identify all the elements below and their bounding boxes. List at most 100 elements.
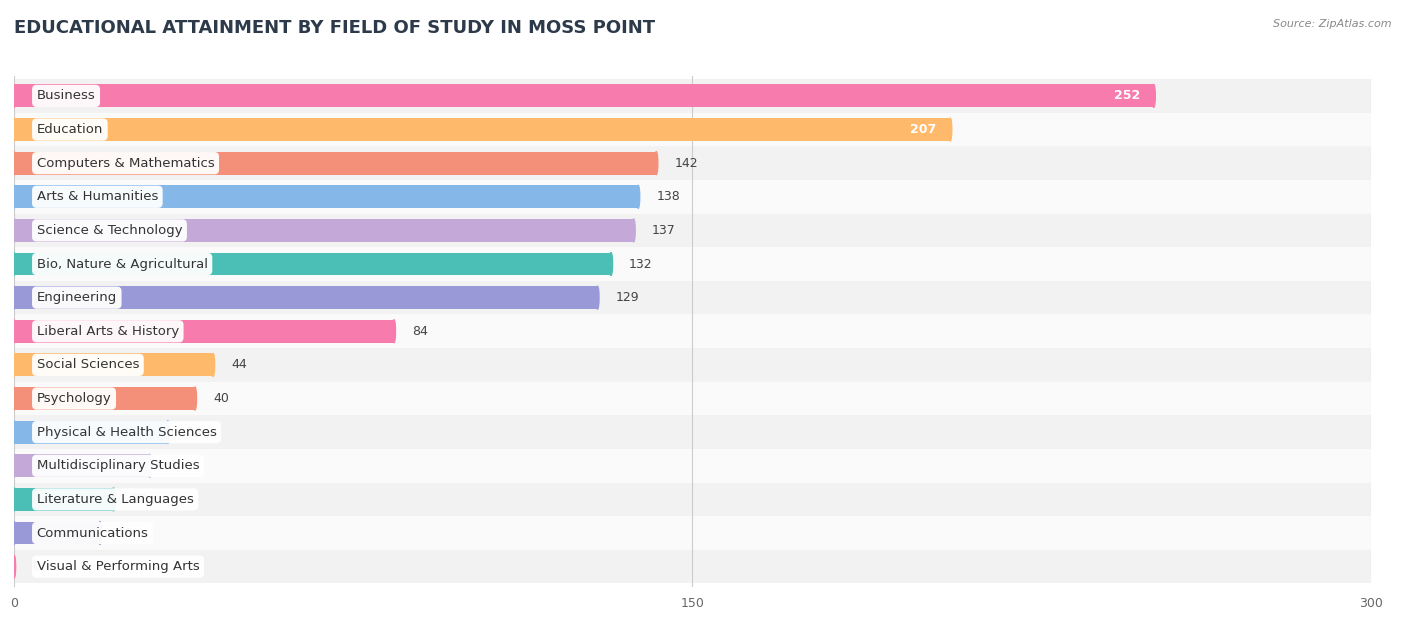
- Bar: [14, 387, 195, 410]
- Text: Communications: Communications: [37, 526, 149, 540]
- Bar: [14, 382, 1371, 415]
- Text: 142: 142: [675, 156, 697, 170]
- Circle shape: [610, 252, 613, 276]
- Bar: [14, 151, 657, 175]
- Circle shape: [949, 118, 952, 141]
- Circle shape: [655, 151, 658, 175]
- Circle shape: [13, 555, 15, 578]
- Text: 30: 30: [167, 459, 184, 472]
- Circle shape: [13, 153, 15, 173]
- Bar: [14, 281, 1371, 314]
- Circle shape: [13, 454, 15, 477]
- Circle shape: [13, 254, 15, 274]
- Text: 0: 0: [32, 560, 41, 573]
- Text: Bio, Nature & Agricultural: Bio, Nature & Agricultural: [37, 257, 208, 271]
- Circle shape: [633, 219, 636, 242]
- Circle shape: [13, 286, 15, 309]
- Text: Business: Business: [37, 90, 96, 102]
- Circle shape: [13, 118, 15, 141]
- Circle shape: [211, 353, 215, 376]
- Circle shape: [13, 252, 15, 276]
- Circle shape: [13, 387, 15, 410]
- Text: 40: 40: [214, 392, 229, 405]
- Text: 138: 138: [657, 191, 681, 203]
- Bar: [14, 522, 100, 545]
- Bar: [14, 286, 598, 309]
- Text: 207: 207: [911, 123, 936, 136]
- Bar: [14, 454, 150, 477]
- Circle shape: [13, 219, 15, 242]
- Bar: [14, 252, 612, 276]
- Circle shape: [13, 86, 15, 105]
- Circle shape: [148, 454, 152, 477]
- Circle shape: [13, 353, 15, 376]
- Text: 34: 34: [186, 426, 201, 439]
- Text: Liberal Arts & History: Liberal Arts & History: [37, 325, 179, 338]
- Circle shape: [13, 355, 15, 375]
- Text: Literature & Languages: Literature & Languages: [37, 493, 194, 506]
- Text: Education: Education: [37, 123, 103, 136]
- Text: 44: 44: [231, 358, 247, 372]
- Circle shape: [13, 322, 15, 341]
- Bar: [14, 146, 1371, 180]
- Text: 252: 252: [1114, 90, 1140, 102]
- Circle shape: [13, 186, 15, 208]
- Circle shape: [13, 490, 15, 509]
- Circle shape: [596, 286, 599, 309]
- Circle shape: [13, 422, 15, 442]
- Circle shape: [13, 151, 15, 175]
- Circle shape: [13, 557, 15, 576]
- Text: 137: 137: [652, 224, 675, 237]
- Bar: [14, 113, 1371, 146]
- Text: Science & Technology: Science & Technology: [37, 224, 183, 237]
- Bar: [14, 516, 1371, 550]
- Bar: [14, 353, 214, 376]
- Text: Multidisciplinary Studies: Multidisciplinary Studies: [37, 459, 200, 472]
- Bar: [14, 488, 114, 511]
- Bar: [14, 219, 634, 242]
- Bar: [14, 79, 1371, 113]
- Text: EDUCATIONAL ATTAINMENT BY FIELD OF STUDY IN MOSS POINT: EDUCATIONAL ATTAINMENT BY FIELD OF STUDY…: [14, 19, 655, 37]
- Circle shape: [1153, 85, 1156, 107]
- Text: 129: 129: [616, 291, 640, 304]
- Text: Computers & Mathematics: Computers & Mathematics: [37, 156, 215, 170]
- Bar: [14, 213, 1371, 247]
- Text: Engineering: Engineering: [37, 291, 117, 304]
- Bar: [14, 415, 1371, 449]
- Text: Social Sciences: Social Sciences: [37, 358, 139, 372]
- Circle shape: [13, 522, 15, 545]
- Circle shape: [13, 187, 15, 206]
- Text: 19: 19: [118, 526, 134, 540]
- Text: Psychology: Psychology: [37, 392, 111, 405]
- Bar: [14, 118, 950, 141]
- Circle shape: [13, 120, 15, 139]
- Text: 84: 84: [412, 325, 427, 338]
- Circle shape: [13, 389, 15, 408]
- Text: Source: ZipAtlas.com: Source: ZipAtlas.com: [1274, 19, 1392, 29]
- Bar: [14, 421, 167, 444]
- Bar: [14, 449, 1371, 483]
- Bar: [14, 247, 1371, 281]
- Text: 132: 132: [628, 257, 652, 271]
- Bar: [14, 186, 638, 208]
- Circle shape: [13, 320, 15, 343]
- Circle shape: [166, 421, 169, 444]
- Circle shape: [13, 523, 15, 543]
- Circle shape: [13, 421, 15, 444]
- Text: 22: 22: [132, 493, 148, 506]
- Bar: [14, 85, 1154, 107]
- Circle shape: [112, 488, 115, 511]
- Circle shape: [194, 387, 197, 410]
- Bar: [14, 483, 1371, 516]
- Text: Visual & Performing Arts: Visual & Performing Arts: [37, 560, 200, 573]
- Bar: [14, 550, 1371, 584]
- Circle shape: [13, 85, 15, 107]
- Circle shape: [637, 186, 640, 208]
- Circle shape: [392, 320, 395, 343]
- Circle shape: [13, 488, 15, 511]
- Circle shape: [13, 456, 15, 476]
- Bar: [14, 180, 1371, 213]
- Circle shape: [13, 288, 15, 307]
- Bar: [14, 348, 1371, 382]
- Bar: [14, 314, 1371, 348]
